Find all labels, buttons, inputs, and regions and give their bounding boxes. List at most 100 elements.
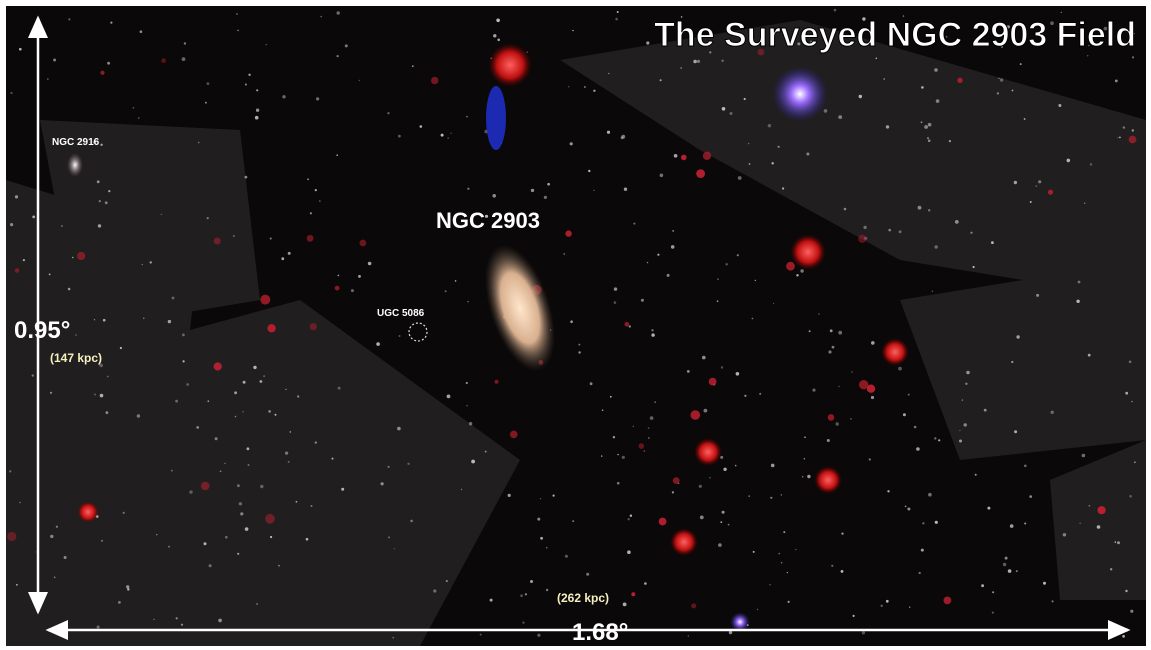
star: [898, 230, 902, 234]
star: [938, 439, 941, 442]
star: [122, 511, 125, 514]
star: [609, 395, 612, 398]
star: [446, 394, 451, 399]
star: [584, 86, 586, 88]
star: [770, 463, 775, 468]
star: [297, 395, 300, 398]
star: [19, 501, 21, 504]
star: [907, 393, 910, 396]
star: [344, 44, 348, 48]
star: [1024, 464, 1027, 468]
star: [237, 29, 239, 32]
star: [126, 585, 130, 589]
star: [450, 132, 452, 134]
star: [862, 17, 866, 21]
star: [497, 38, 501, 42]
star: [702, 355, 706, 360]
red-star: [881, 338, 909, 366]
star: [285, 451, 289, 455]
star: [698, 484, 702, 488]
star: [632, 425, 634, 427]
star: [1014, 430, 1018, 434]
star: [253, 365, 257, 370]
star: [806, 152, 810, 156]
star: [831, 345, 835, 349]
star: [479, 633, 482, 636]
star: [680, 67, 682, 69]
star: [803, 458, 806, 460]
star: [510, 430, 518, 439]
star: [336, 55, 339, 58]
star: [431, 76, 439, 85]
star: [156, 534, 158, 536]
star: [67, 287, 71, 291]
star: [1062, 533, 1067, 537]
star: [1058, 104, 1062, 107]
blue-star: [772, 66, 828, 122]
star: [868, 458, 871, 461]
star: [234, 415, 237, 418]
star: [1050, 410, 1054, 414]
star: [530, 188, 535, 193]
star: [1117, 137, 1119, 139]
star: [568, 86, 570, 88]
star: [589, 382, 593, 386]
star: [767, 124, 772, 128]
star: [1088, 504, 1091, 507]
star: [260, 484, 264, 489]
star: [909, 606, 911, 608]
star: [545, 546, 548, 549]
star: [723, 467, 727, 471]
star: [1097, 506, 1106, 515]
star: [175, 617, 178, 620]
star: [537, 633, 541, 637]
star: [92, 140, 97, 144]
star: [237, 484, 240, 488]
star: [267, 324, 276, 333]
star: [182, 360, 185, 363]
star: [484, 214, 489, 218]
star: [244, 175, 248, 179]
star: [670, 245, 675, 249]
star: [489, 598, 493, 602]
star: [471, 459, 475, 464]
star: [1047, 189, 1054, 195]
star: [826, 439, 830, 442]
star: [94, 393, 96, 396]
star: [106, 375, 109, 378]
star: [260, 294, 271, 305]
star: [19, 47, 22, 51]
star: [681, 154, 687, 161]
star: [203, 542, 207, 546]
star: [1016, 335, 1020, 339]
star: [672, 229, 675, 232]
star: [225, 535, 228, 539]
star: [624, 322, 630, 327]
star: [565, 230, 572, 237]
star: [281, 257, 285, 261]
star: [411, 65, 414, 68]
star: [295, 500, 298, 503]
star: [132, 107, 135, 109]
star: [282, 95, 286, 99]
star: [484, 450, 487, 453]
star: [14, 268, 20, 273]
star: [380, 482, 384, 486]
star: [170, 469, 173, 472]
star: [99, 393, 104, 398]
star: [613, 301, 617, 304]
star: [924, 125, 928, 129]
star: [319, 200, 321, 202]
star: [759, 392, 762, 395]
star: [800, 269, 804, 273]
star: [186, 383, 190, 386]
star: [671, 491, 675, 494]
star: [786, 572, 788, 574]
star: [737, 176, 742, 180]
star: [236, 13, 238, 15]
star: [160, 213, 162, 215]
star: [440, 133, 444, 137]
star: [913, 425, 917, 429]
star: [991, 611, 994, 614]
